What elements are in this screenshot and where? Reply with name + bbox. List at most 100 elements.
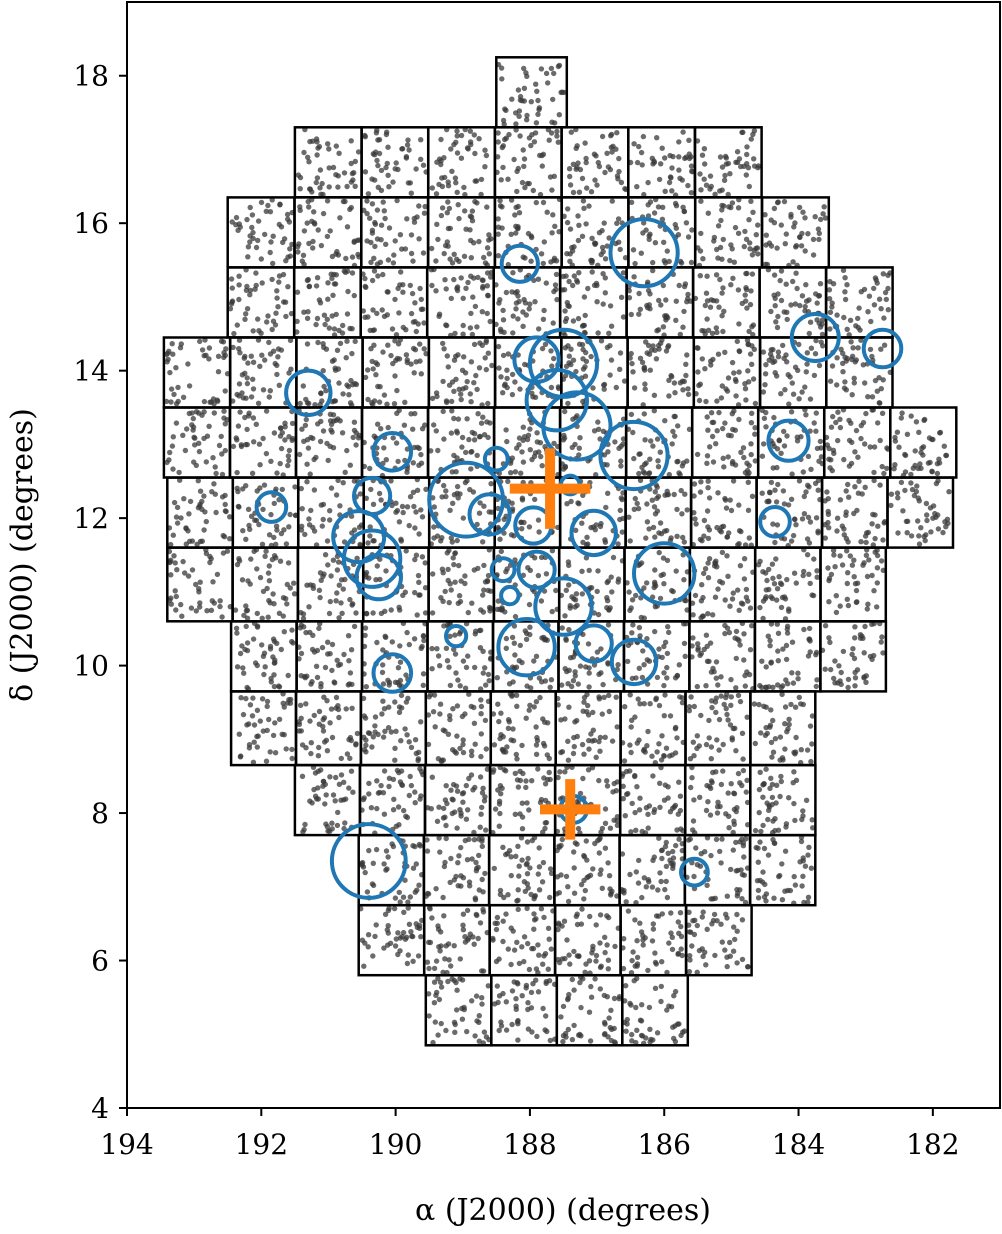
background-point: [763, 664, 769, 670]
background-point: [803, 489, 809, 495]
background-point: [514, 445, 520, 451]
background-point: [874, 552, 881, 559]
background-point: [650, 773, 656, 779]
background-point: [482, 147, 488, 153]
background-point: [461, 253, 468, 259]
background-point: [753, 232, 759, 238]
background-point: [243, 483, 249, 489]
background-point: [467, 486, 473, 493]
background-point: [599, 825, 606, 832]
background-point: [323, 737, 330, 743]
background-point: [595, 419, 601, 425]
background-point: [636, 143, 642, 150]
background-point: [766, 566, 772, 573]
background-point: [424, 959, 431, 965]
background-point: [810, 236, 817, 243]
background-point: [476, 365, 483, 371]
background-point: [788, 538, 795, 544]
background-point: [221, 408, 227, 414]
background-point: [520, 309, 526, 315]
background-point: [548, 65, 555, 72]
background-point: [851, 655, 858, 662]
background-point: [409, 933, 415, 939]
background-point: [201, 398, 208, 405]
background-point: [716, 304, 722, 310]
background-point: [633, 827, 639, 833]
background-point: [302, 821, 308, 828]
background-point: [527, 865, 533, 871]
background-point: [868, 318, 874, 325]
background-point: [864, 606, 870, 612]
background-point: [815, 487, 821, 493]
background-point: [876, 296, 883, 302]
background-point: [560, 273, 566, 280]
background-point: [453, 180, 459, 186]
background-point: [260, 387, 267, 393]
background-point: [408, 232, 415, 238]
background-point: [674, 533, 680, 539]
background-point: [565, 757, 572, 763]
background-point: [575, 825, 582, 832]
background-point: [724, 534, 730, 540]
background-point: [383, 867, 389, 873]
background-point: [521, 296, 527, 303]
background-point: [615, 541, 621, 547]
background-point: [413, 552, 420, 558]
background-point: [444, 969, 450, 976]
background-point: [807, 396, 814, 402]
background-point: [818, 445, 824, 451]
background-point: [549, 230, 555, 236]
background-point: [309, 218, 315, 224]
background-point: [481, 562, 487, 569]
background-point: [468, 273, 474, 279]
background-point: [710, 769, 716, 776]
background-point: [663, 839, 669, 846]
background-point: [315, 339, 321, 346]
background-point: [503, 911, 509, 917]
background-point: [417, 592, 423, 598]
background-point: [790, 680, 797, 686]
background-point: [704, 882, 710, 888]
background-point: [310, 138, 316, 144]
background-point: [579, 741, 586, 748]
background-point: [810, 252, 817, 258]
background-point: [719, 187, 725, 193]
background-point: [563, 873, 570, 880]
background-point: [218, 433, 224, 440]
background-point: [789, 639, 796, 645]
background-point: [586, 746, 592, 752]
background-point: [531, 658, 537, 664]
background-point: [520, 147, 526, 153]
background-point: [261, 650, 268, 656]
background-point: [604, 595, 610, 601]
background-point: [908, 480, 914, 486]
background-point: [789, 670, 795, 676]
background-point: [210, 579, 216, 585]
background-point: [824, 489, 830, 495]
background-point: [407, 894, 413, 900]
background-point: [828, 666, 834, 673]
background-point: [634, 184, 640, 190]
background-point: [247, 239, 253, 245]
background-point: [445, 364, 451, 370]
background-point: [276, 221, 282, 228]
background-point: [700, 256, 706, 262]
background-point: [513, 204, 519, 211]
background-point: [575, 315, 582, 322]
background-point: [841, 456, 847, 463]
background-point: [914, 483, 920, 489]
background-point: [380, 199, 386, 205]
background-point: [698, 851, 704, 857]
background-point: [651, 158, 657, 164]
background-point: [801, 626, 807, 633]
background-point: [884, 445, 890, 451]
background-point: [325, 639, 331, 645]
background-point: [322, 552, 329, 558]
background-point: [395, 665, 402, 671]
background-point: [731, 821, 737, 827]
background-point: [710, 665, 716, 672]
background-point: [759, 684, 765, 691]
background-point: [523, 636, 530, 642]
background-point: [814, 574, 820, 580]
background-point: [855, 454, 861, 460]
